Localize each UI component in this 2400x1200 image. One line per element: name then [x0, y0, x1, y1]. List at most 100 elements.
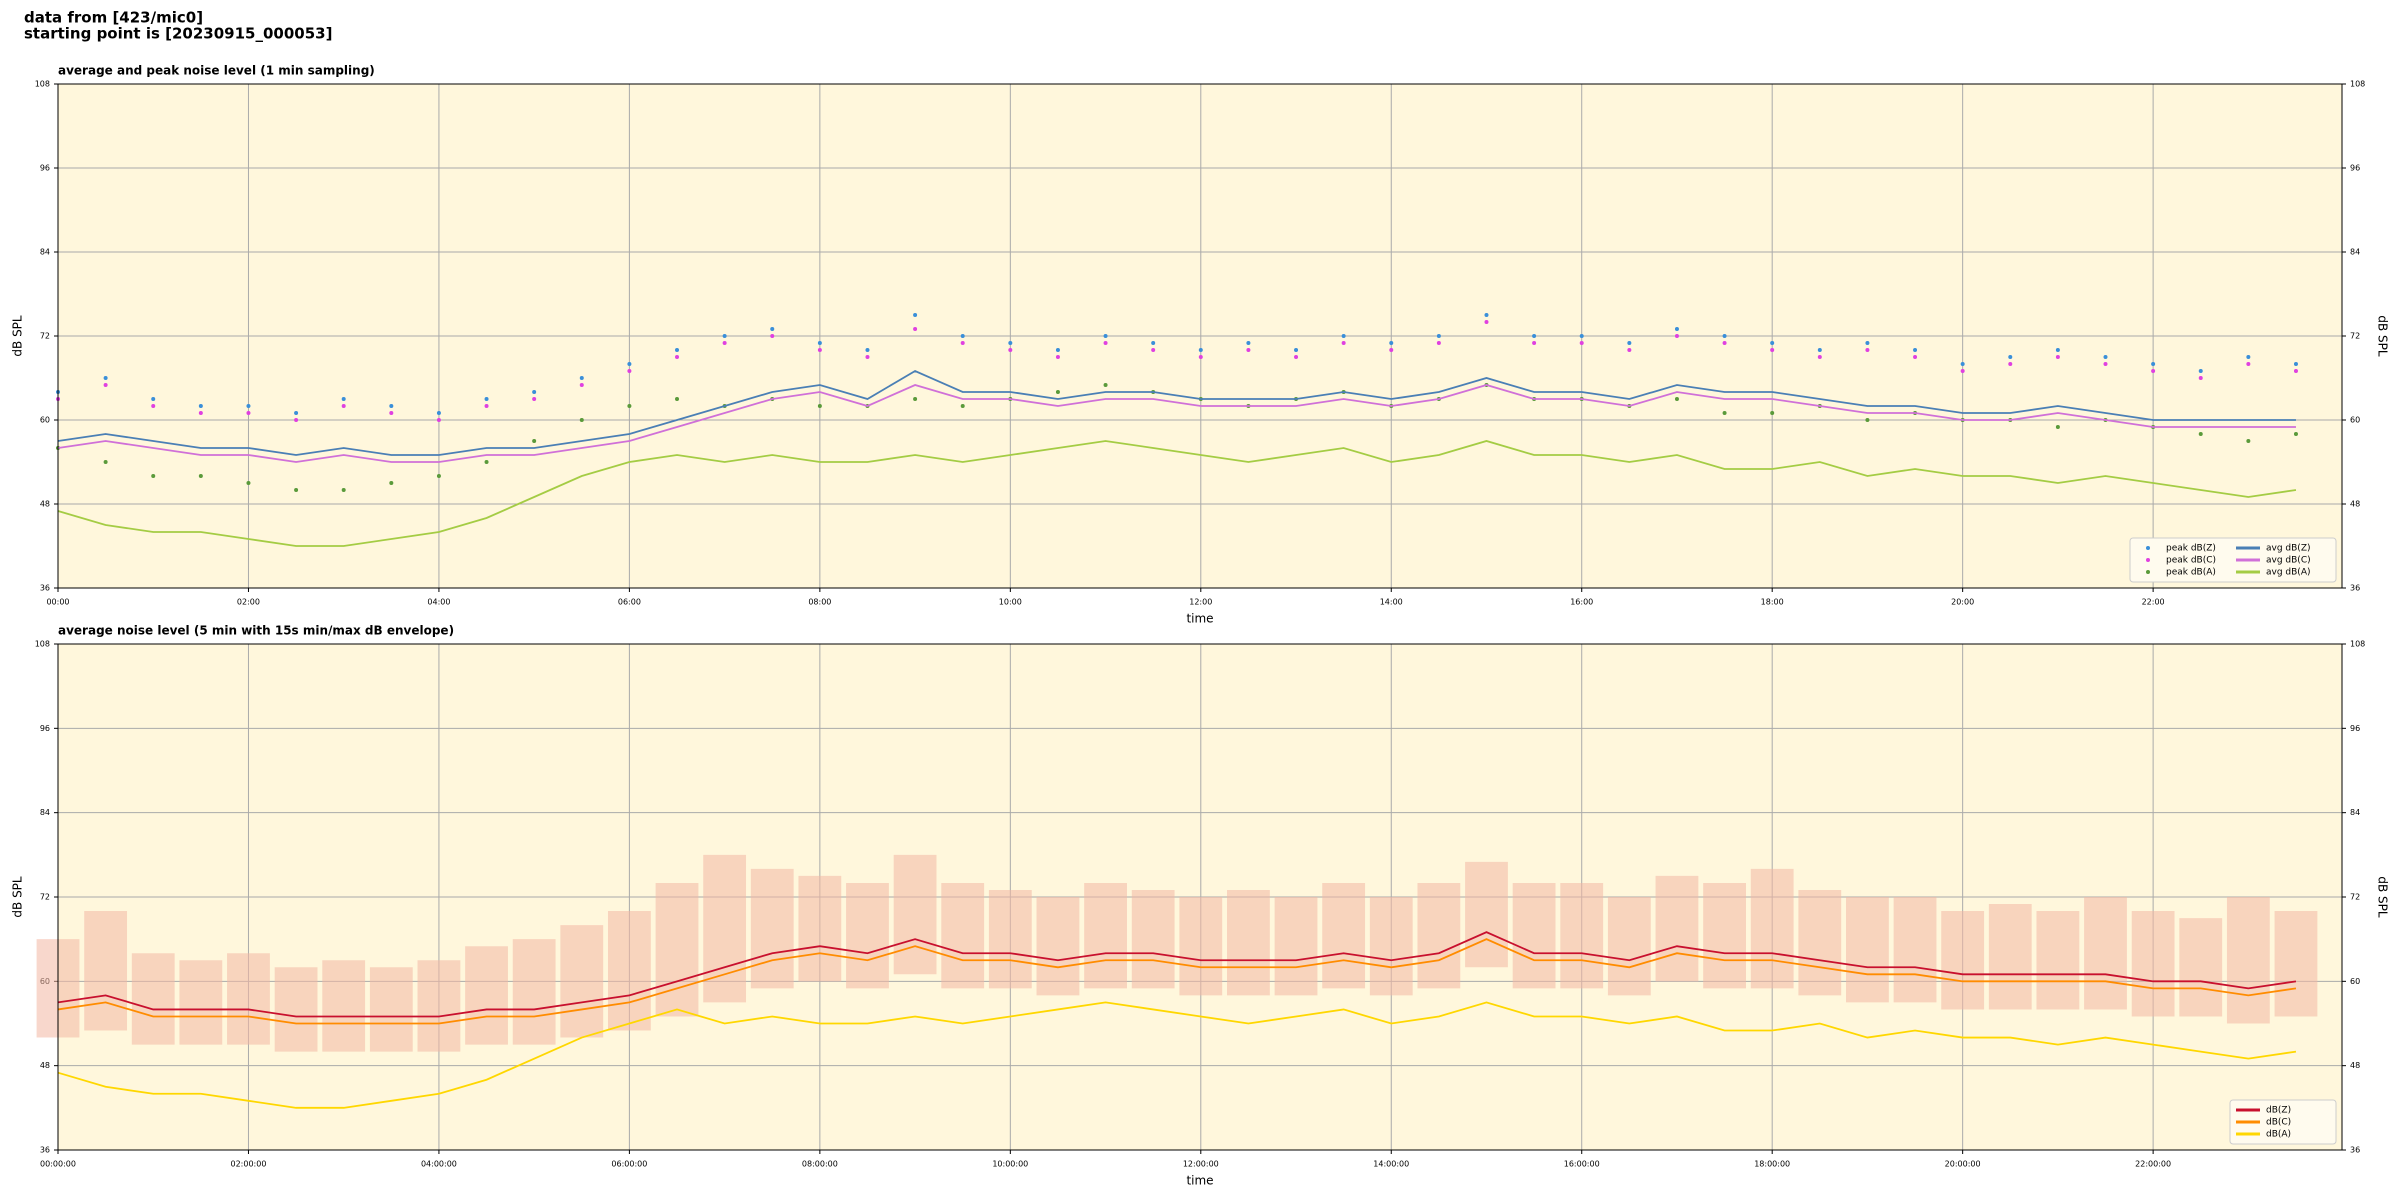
- legend-label: dB(A): [2266, 1130, 2291, 1140]
- peak-point: [579, 418, 584, 422]
- peak-point: [151, 397, 156, 401]
- peak-point: [1246, 348, 1251, 352]
- y-tick-label: 96: [2350, 164, 2360, 173]
- peak-point: [1198, 348, 1203, 352]
- peak-point: [675, 348, 680, 352]
- peak-point: [1389, 341, 1394, 345]
- peak-point: [913, 327, 918, 331]
- peak-point: [1294, 348, 1299, 352]
- peak-point: [1008, 341, 1013, 345]
- y-tick-label: 48: [2350, 1061, 2360, 1070]
- x-tick-label: 16:00:00: [1564, 1160, 1600, 1169]
- peak-point: [246, 411, 251, 415]
- legend-label: peak dB(Z): [2166, 544, 2216, 554]
- peak-point: [2198, 376, 2203, 380]
- y-tick-label: 72: [2350, 332, 2360, 341]
- y-tick-label: 108: [35, 640, 50, 649]
- peak-point: [1484, 313, 1489, 317]
- chart-title: average and peak noise level (1 min samp…: [58, 64, 375, 78]
- y-tick-label: 72: [40, 893, 50, 902]
- peak-point: [1960, 369, 1965, 373]
- peak-point: [1865, 348, 1870, 352]
- y-axis-label: dB SPL: [11, 315, 25, 357]
- x-tick-label: 08:00: [808, 598, 831, 607]
- peak-point: [198, 404, 203, 408]
- x-tick-label: 14:00: [1380, 598, 1403, 607]
- peak-point: [151, 404, 156, 408]
- x-tick-label: 22:00:00: [2135, 1160, 2171, 1169]
- peak-point: [1865, 341, 1870, 345]
- series-line: [57, 1001, 2297, 1109]
- y-tick-label: 48: [40, 1061, 50, 1070]
- y-tick-label: 48: [40, 500, 50, 509]
- peak-point: [484, 397, 489, 401]
- peak-point: [1436, 341, 1441, 345]
- x-tick-label: 14:00:00: [1373, 1160, 1409, 1169]
- y-axis-label: dB SPL: [11, 876, 25, 918]
- y-tick-label: 84: [40, 808, 50, 817]
- x-tick-label: 12:00:00: [1183, 1160, 1219, 1169]
- peak-point: [341, 397, 346, 401]
- peak-point: [1055, 355, 1060, 359]
- peak-point: [2055, 425, 2060, 429]
- peak-point: [1770, 341, 1775, 345]
- peak-point: [1055, 390, 1060, 394]
- x-tick-label: 04:00:00: [421, 1160, 457, 1169]
- y-tick-label: 108: [2350, 80, 2365, 89]
- peak-point: [294, 411, 299, 415]
- x-tick-label: 06:00:00: [611, 1160, 647, 1169]
- peak-point: [1579, 334, 1584, 338]
- peak-point: [1246, 341, 1251, 345]
- peak-point: [1151, 348, 1156, 352]
- x-tick-label: 12:00: [1189, 598, 1212, 607]
- peak-point: [103, 460, 108, 464]
- peak-point: [436, 411, 441, 415]
- peak-point: [675, 397, 680, 401]
- x-tick-label: 00:00:00: [40, 1160, 76, 1169]
- peak-point: [1341, 341, 1346, 345]
- y-tick-label: 108: [2350, 640, 2365, 649]
- header-line: data from [423/mic0]: [24, 9, 203, 27]
- peak-point: [1151, 341, 1156, 345]
- legend-label: peak dB(A): [2166, 568, 2216, 578]
- peak-point: [1817, 355, 1822, 359]
- y-tick-label: 84: [40, 248, 50, 257]
- series-line: [57, 440, 2297, 547]
- legend: [2129, 537, 2337, 583]
- peak-point: [436, 418, 441, 422]
- y-tick-label: 36: [2350, 1146, 2360, 1155]
- x-tick-label: 06:00: [618, 598, 641, 607]
- peak-point: [2103, 362, 2108, 366]
- peak-point: [1484, 320, 1489, 324]
- peak-point: [1674, 397, 1679, 401]
- peak-point: [1103, 341, 1108, 345]
- peak-point: [389, 481, 394, 485]
- peak-point: [627, 369, 632, 373]
- peak-point: [2198, 369, 2203, 373]
- legend-label: peak dB(C): [2166, 556, 2216, 566]
- y-tick-label: 60: [40, 416, 50, 425]
- x-tick-label: 22:00: [2142, 598, 2165, 607]
- x-tick-label: 04:00: [427, 598, 450, 607]
- peak-point: [532, 439, 537, 443]
- peak-point: [770, 327, 775, 331]
- x-tick-label: 10:00:00: [992, 1160, 1028, 1169]
- peak-point: [389, 411, 394, 415]
- peak-point: [532, 390, 537, 394]
- plot-frame: [57, 643, 2343, 1151]
- peak-point: [1294, 355, 1299, 359]
- peak-point: [865, 348, 870, 352]
- peak-point: [1722, 334, 1727, 338]
- y-tick-label: 84: [2350, 808, 2360, 817]
- y-tick-label: 72: [40, 332, 50, 341]
- x-tick-label: 20:00:00: [1945, 1160, 1981, 1169]
- x-tick-label: 02:00:00: [230, 1160, 266, 1169]
- peak-point: [389, 404, 394, 408]
- series-line: [57, 938, 2297, 1025]
- peak-point: [1770, 348, 1775, 352]
- peak-point: [198, 474, 203, 478]
- peak-point: [2246, 439, 2251, 443]
- peak-point: [484, 404, 489, 408]
- series-line: [57, 384, 2296, 463]
- legend-swatch: [2146, 558, 2150, 562]
